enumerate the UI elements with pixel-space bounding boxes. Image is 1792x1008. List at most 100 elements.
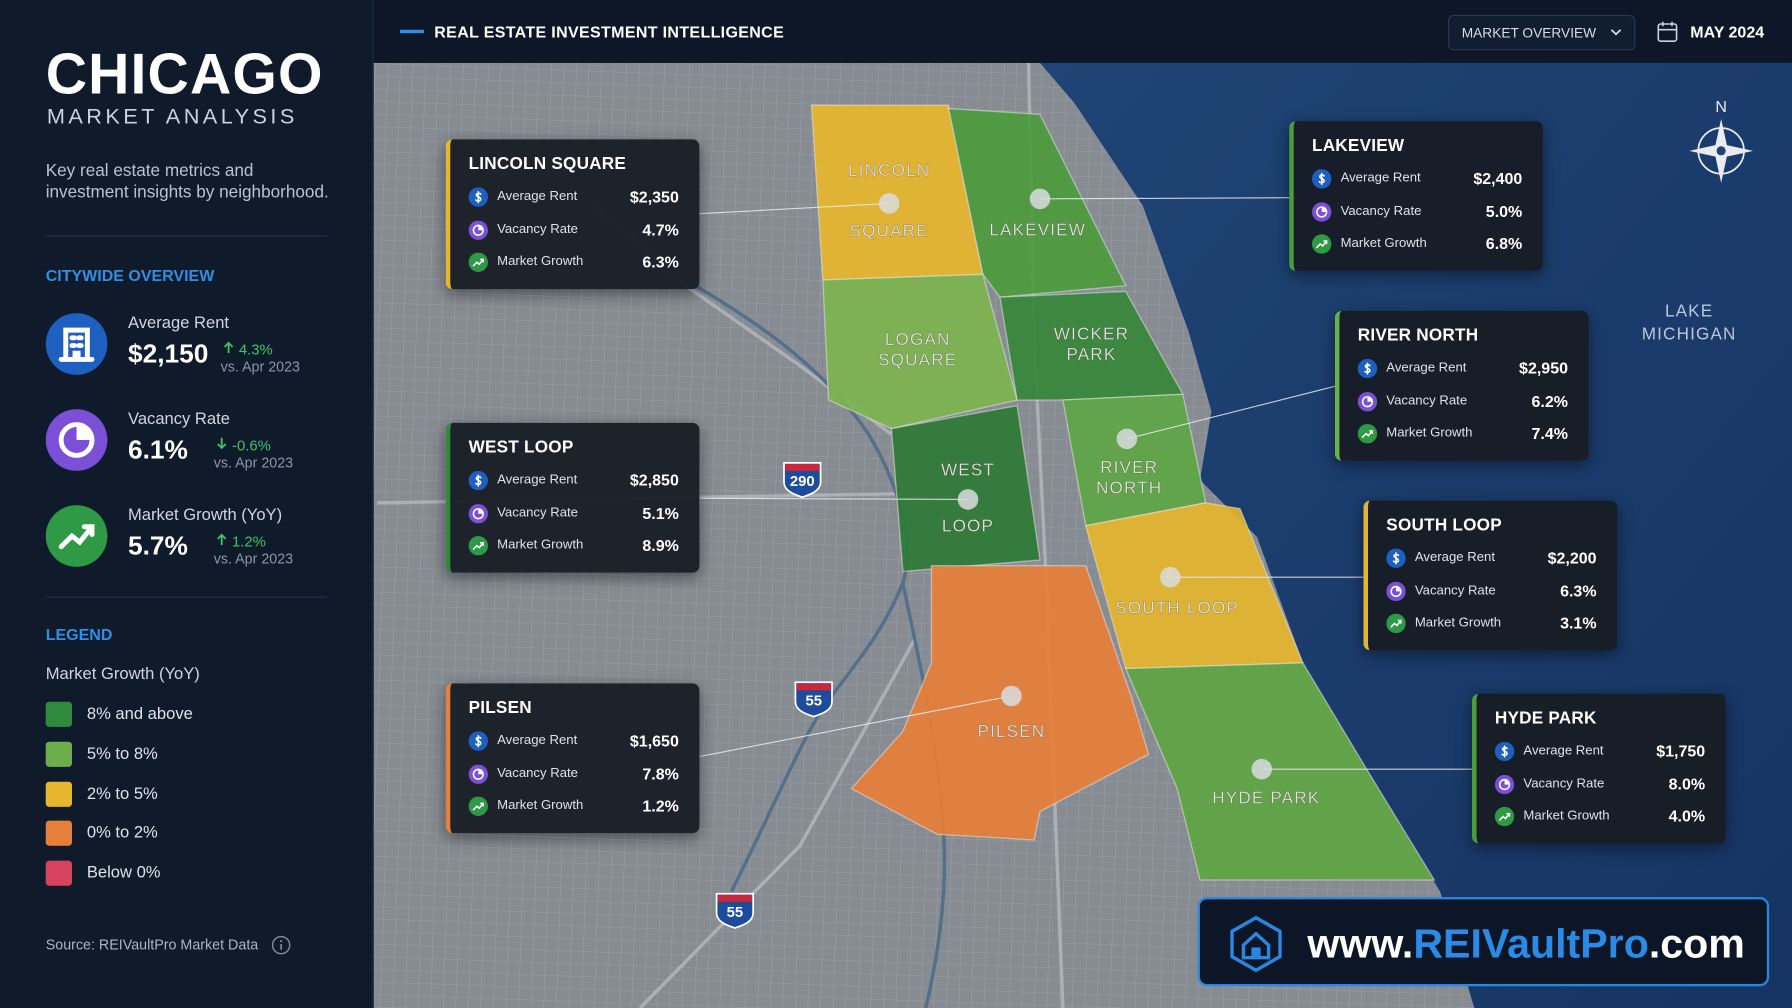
chevron (1610, 29, 1622, 36)
map-label: PARK (1066, 344, 1116, 364)
card-label: Vacancy Rate (1340, 204, 1422, 218)
header-accent (399, 29, 424, 34)
card-value: 6.8% (1485, 234, 1523, 254)
icon-glyph (1504, 779, 1510, 785)
metric-value: 6.1% (127, 434, 188, 464)
date: MAY 2024 (1690, 22, 1765, 42)
source: Source: REIVaultPro Market Data (45, 937, 259, 954)
icon-glyph (472, 803, 484, 811)
neighborhood-card: LINCOLN SQUARE Average Rent $2,350 Vacancy … (445, 139, 700, 290)
icon-circle (468, 253, 488, 273)
card-value: 8.9% (642, 536, 679, 555)
shield: 55 (715, 892, 754, 929)
metric-comparison: vs. Apr 2023 (213, 550, 294, 567)
icon-circle (468, 536, 488, 556)
dropdown[interactable]: MARKET OVERVIEW (1447, 14, 1636, 51)
card-label: Market Growth (1414, 616, 1502, 631)
shield-band (785, 463, 820, 471)
legend-label: Below 0% (86, 864, 161, 883)
section-title: CITYWIDE OVERVIEW (45, 266, 215, 285)
map-label: LOOP (942, 515, 994, 535)
arrow-glyph (217, 533, 227, 546)
rent-icon (1386, 548, 1406, 568)
description: Key real estate metrics and (45, 161, 254, 181)
legend-swatch (45, 821, 72, 847)
icon-circle (468, 764, 488, 784)
change-arrow (217, 437, 227, 450)
card-value: 4.7% (642, 220, 679, 239)
icon-glyph (478, 225, 484, 230)
connectors (699, 197, 1472, 770)
neighborhood-card: LAKEVIEW Average Rent $2,400 Vacancy Rate 5.… (1289, 121, 1543, 271)
logo-suffix: .com (1648, 919, 1745, 967)
vacancy-icon (1311, 201, 1332, 222)
legend-subtitle: Market Growth (YoY) (45, 665, 200, 684)
icon-glyph (478, 769, 484, 774)
icon-glyph (1392, 552, 1400, 565)
map-label: LAKEVIEW (989, 219, 1086, 239)
info-icon[interactable] (271, 935, 292, 956)
neighborhood-card: HYDE PARK Average Rent $1,750 Vacancy Rate 8… (1471, 693, 1726, 844)
change-arrow (223, 341, 234, 354)
pin (957, 489, 979, 510)
metric-comparison: vs. Apr 2023 (220, 358, 300, 375)
dropdown-label: MARKET OVERVIEW (1461, 25, 1597, 42)
map-label: HYDE PARK (1212, 787, 1320, 807)
rent-icon (468, 731, 488, 751)
shield-number: 55 (727, 905, 744, 921)
metric-change: 4.3% (238, 340, 273, 358)
arrow-glyph (217, 437, 227, 450)
card-label: Market Growth (497, 538, 584, 553)
card-label: Market Growth (1340, 237, 1427, 251)
header: REAL ESTATE INVESTMENT INTELLIGENCE MARK… (373, 0, 1792, 63)
vacancy-icon (45, 409, 108, 471)
card-value: $2,950 (1519, 358, 1568, 378)
icon-circle (1311, 234, 1332, 255)
icon-glyph (1361, 430, 1374, 439)
growth-icon (1494, 807, 1515, 827)
pin (1001, 685, 1022, 707)
icon-circle (1386, 614, 1406, 634)
card-value: 1.2% (642, 797, 679, 816)
growth-icon (468, 797, 488, 817)
card-label: Average Rent (1386, 361, 1467, 375)
icon-glyph (475, 474, 482, 487)
card-title: HYDE PARK (1494, 708, 1597, 728)
card-label: Vacancy Rate (1523, 776, 1605, 791)
card-title: LINCOLN SQUARE (468, 154, 627, 174)
card-value: $2,350 (629, 187, 679, 206)
card-value: 8.0% (1668, 774, 1706, 793)
card-label: Market Growth (497, 255, 584, 270)
card-value: 5.0% (1485, 201, 1523, 221)
change-arrow (217, 533, 227, 546)
icon-glyph (1367, 396, 1373, 402)
icon-circle (1494, 807, 1515, 827)
card-value: 5.1% (642, 503, 679, 522)
shield: 55 (794, 681, 833, 718)
pin (1116, 428, 1138, 450)
card-value: 7.4% (1531, 424, 1568, 443)
card-value: 3.1% (1560, 614, 1597, 633)
legend-swatch (45, 860, 72, 886)
card-value: 4.0% (1668, 807, 1706, 826)
legend-swatch (45, 701, 72, 727)
rent-icon (1311, 169, 1332, 189)
header-title: REAL ESTATE INVESTMENT INTELLIGENCE (434, 22, 785, 42)
arrow-glyph (223, 341, 234, 354)
card-label: Vacancy Rate (497, 766, 578, 781)
legend-label: 8% and above (86, 705, 193, 724)
card-title: SOUTH LOOP (1386, 515, 1502, 535)
shield-body (794, 681, 833, 718)
metric-label: Market Growth (YoY) (127, 506, 283, 525)
logo-box[interactable]: www.REIVaultPro.com (1197, 897, 1770, 987)
vacancy-icon (468, 503, 488, 524)
pin (878, 193, 900, 214)
shield: 290 (783, 461, 822, 499)
subtitle: MARKET ANALYSIS (46, 105, 298, 130)
neighborhood-card: RIVER NORTH Average Rent $2,950 Vacancy Rat… (1334, 310, 1589, 461)
card-title: PILSEN (468, 698, 532, 718)
highway-shields: 290 55 55 (715, 461, 833, 929)
connector (699, 202, 890, 215)
